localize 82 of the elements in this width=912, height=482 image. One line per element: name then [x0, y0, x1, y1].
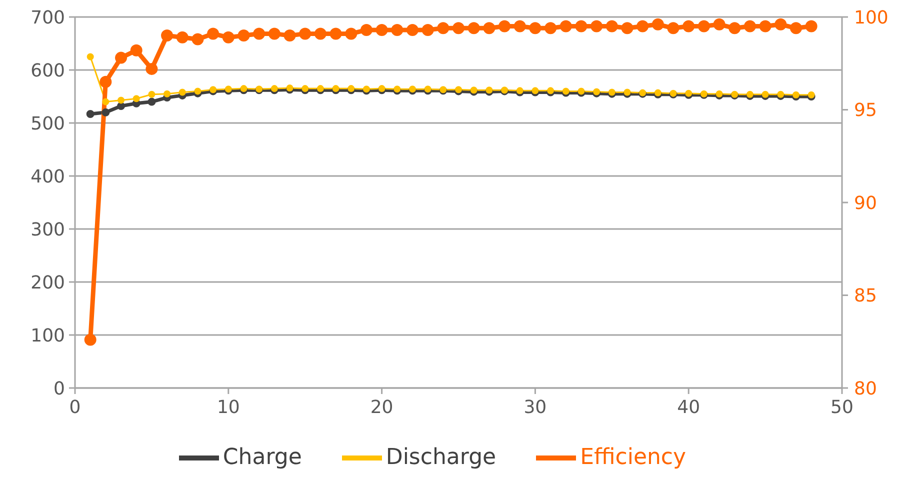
x-tick-label: 50: [830, 396, 854, 418]
point: [468, 22, 480, 34]
point: [667, 22, 680, 34]
x-tick-label: 40: [677, 396, 700, 418]
point: [130, 44, 142, 56]
y2-tick-label: 85: [854, 286, 877, 307]
point: [713, 18, 726, 30]
y-tick-label: 500: [30, 113, 65, 134]
x-tick-label: 0: [69, 396, 81, 418]
point: [148, 98, 156, 106]
point: [222, 31, 234, 44]
point: [207, 28, 220, 40]
point: [161, 30, 174, 42]
point: [590, 20, 603, 32]
legend-label: Discharge: [386, 445, 496, 470]
point: [345, 28, 358, 40]
legend-label: Charge: [222, 445, 302, 470]
point: [728, 22, 741, 34]
point: [132, 95, 140, 102]
y-tick-label: 300: [30, 219, 65, 240]
point: [194, 88, 202, 95]
x-tick-label: 30: [524, 396, 547, 418]
y-tick-label: 400: [30, 166, 65, 188]
y2-tick-label: 95: [854, 100, 877, 122]
point: [102, 108, 110, 116]
point: [422, 24, 434, 36]
point: [483, 22, 496, 34]
point: [652, 18, 664, 30]
point: [360, 24, 372, 36]
point: [314, 28, 326, 40]
point: [148, 90, 156, 98]
point: [117, 102, 126, 110]
point: [452, 22, 464, 34]
y-tick-label: 700: [30, 7, 65, 28]
point: [560, 20, 572, 32]
point: [118, 96, 125, 104]
y-tick-label: 600: [30, 60, 65, 82]
point: [253, 28, 266, 40]
point: [575, 20, 588, 32]
point: [636, 20, 649, 32]
y2-tick-label: 100: [854, 7, 888, 28]
point: [192, 33, 204, 46]
point: [682, 20, 695, 32]
point: [514, 20, 526, 32]
point: [498, 20, 511, 32]
point: [284, 30, 296, 42]
point: [544, 22, 557, 34]
point: [437, 22, 450, 34]
y-tick-label: 0: [54, 378, 65, 400]
point: [790, 22, 802, 34]
point: [102, 98, 110, 106]
point: [774, 18, 787, 30]
point: [744, 20, 756, 32]
point: [268, 28, 280, 40]
point: [176, 31, 188, 44]
point: [238, 30, 250, 42]
y2-tick-label: 90: [854, 192, 877, 214]
point: [86, 53, 94, 60]
point: [621, 22, 634, 34]
point: [146, 62, 158, 75]
point: [299, 28, 312, 40]
y2-tick-label: 80: [854, 378, 877, 400]
point: [86, 110, 94, 118]
point: [376, 24, 388, 36]
x-tick-label: 10: [216, 396, 240, 418]
point: [100, 76, 112, 88]
point: [164, 90, 171, 98]
legend-label: Efficiency: [580, 445, 686, 470]
point: [698, 20, 710, 32]
point: [115, 52, 128, 64]
point: [330, 28, 342, 40]
y-tick-label: 200: [30, 272, 65, 294]
point: [178, 88, 186, 96]
point: [805, 20, 818, 32]
point: [391, 24, 404, 36]
point: [406, 24, 418, 36]
point: [606, 20, 618, 32]
x-tick-label: 20: [370, 396, 394, 418]
point: [759, 20, 772, 32]
y-tick-label: 100: [30, 325, 65, 346]
point: [529, 22, 542, 34]
point: [84, 334, 96, 346]
